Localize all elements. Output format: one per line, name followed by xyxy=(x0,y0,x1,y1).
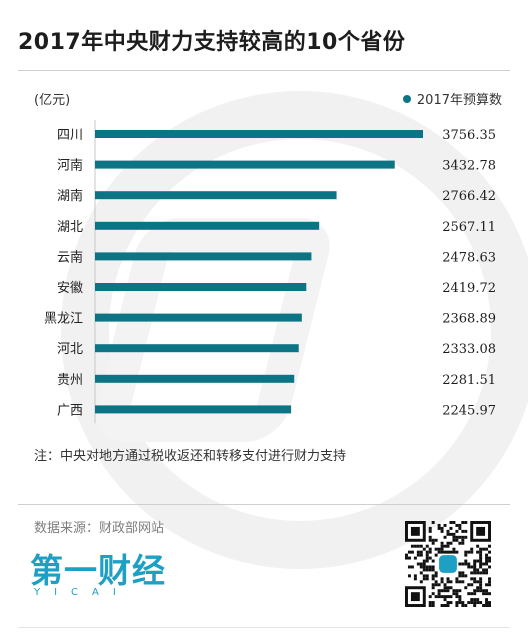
category-label: 贵州 xyxy=(57,373,83,388)
category-label: 广西 xyxy=(57,403,83,418)
legend-label: 2017年预算数 xyxy=(416,93,502,108)
title-divider xyxy=(18,70,510,71)
category-label: 安徽 xyxy=(57,281,83,296)
category-label: 湖北 xyxy=(57,220,83,235)
bar xyxy=(95,374,295,383)
category-label: 湖南 xyxy=(57,188,83,204)
legend: 2017年预算数 xyxy=(402,89,502,108)
value-label: 3432.78 xyxy=(442,159,496,174)
chart-title: 2017年中央财力支持较高的10个省份 xyxy=(18,30,406,55)
bar xyxy=(95,313,302,322)
unit-label: (亿元) xyxy=(34,93,71,108)
category-label: 河南 xyxy=(57,158,83,174)
value-label: 2567.11 xyxy=(442,220,496,235)
footer-divider xyxy=(18,504,510,505)
category-label: 四川 xyxy=(57,128,83,143)
yicai-logo: 第一财经 YICAI xyxy=(30,544,190,610)
category-label: 黑龙江 xyxy=(44,312,83,327)
value-label: 2766.42 xyxy=(442,189,496,204)
value-label: 2281.51 xyxy=(442,373,496,388)
bar xyxy=(95,160,395,169)
legend-dot-icon xyxy=(402,94,411,103)
logo-wordmark: 第一财经 xyxy=(30,551,166,590)
logo-subtext: YICAI xyxy=(34,587,130,598)
value-label: 2245.97 xyxy=(442,403,496,418)
bar xyxy=(95,130,423,138)
bar xyxy=(95,221,320,230)
value-label: 2333.08 xyxy=(442,342,496,357)
value-label: 2368.89 xyxy=(442,312,496,327)
value-label: 2478.63 xyxy=(442,250,496,265)
footnote: 注：中央对地方通过税收返还和转移支付进行财力支持 xyxy=(34,449,347,464)
bar xyxy=(95,283,307,291)
data-source: 数据来源：财政部网站 xyxy=(34,521,165,536)
category-label: 河北 xyxy=(57,342,83,357)
value-label: 3756.35 xyxy=(442,128,496,143)
bar xyxy=(95,405,292,414)
bottom-divider xyxy=(18,627,510,628)
value-label: 2419.72 xyxy=(442,281,496,296)
bar xyxy=(95,191,337,200)
category-label: 云南 xyxy=(57,249,83,265)
bar xyxy=(95,252,312,261)
qr-code-icon xyxy=(405,521,491,607)
bar xyxy=(95,344,299,353)
